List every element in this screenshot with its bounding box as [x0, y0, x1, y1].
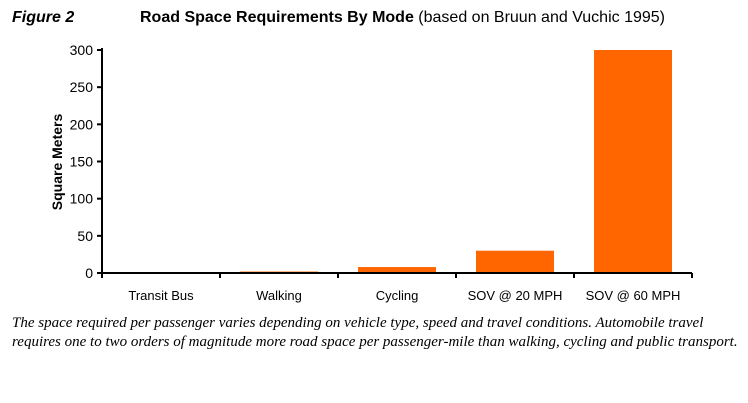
bar-3 — [476, 250, 554, 273]
y-axis-label: Square Meters — [49, 114, 65, 211]
y-tick-label: 150 — [70, 154, 94, 170]
chart-subtitle: (based on Bruun and Vuchic 1995) — [418, 9, 665, 26]
chart-title: Road Space Requirements By Mode — [140, 9, 414, 26]
bar-2 — [358, 267, 436, 273]
bar-4 — [594, 50, 672, 273]
x-tick-label: Cycling — [376, 288, 419, 303]
x-tick-label: Walking — [256, 288, 302, 303]
bar-chart: Transit Bus Walking Cycling SOV @ 20 MPH SOV… — [49, 42, 693, 303]
y-tick-label: 250 — [70, 79, 94, 95]
y-tick-label: 100 — [70, 191, 94, 207]
y-tick-label: 0 — [85, 265, 93, 281]
x-tick-label: Transit Bus — [128, 288, 194, 303]
y-tick-label: 50 — [77, 228, 93, 244]
x-tick-label: SOV @ 20 MPH — [468, 288, 563, 303]
y-tick-label: 200 — [70, 116, 94, 132]
chart-title-block: Road Space Requirements By Mode (based o… — [140, 9, 665, 27]
x-tick-label: SOV @ 60 MPH — [586, 288, 681, 303]
y-tick-label: 300 — [70, 42, 94, 58]
figure-caption: The space required per passenger varies … — [12, 315, 738, 350]
figure-label: Figure 2 — [12, 9, 75, 26]
